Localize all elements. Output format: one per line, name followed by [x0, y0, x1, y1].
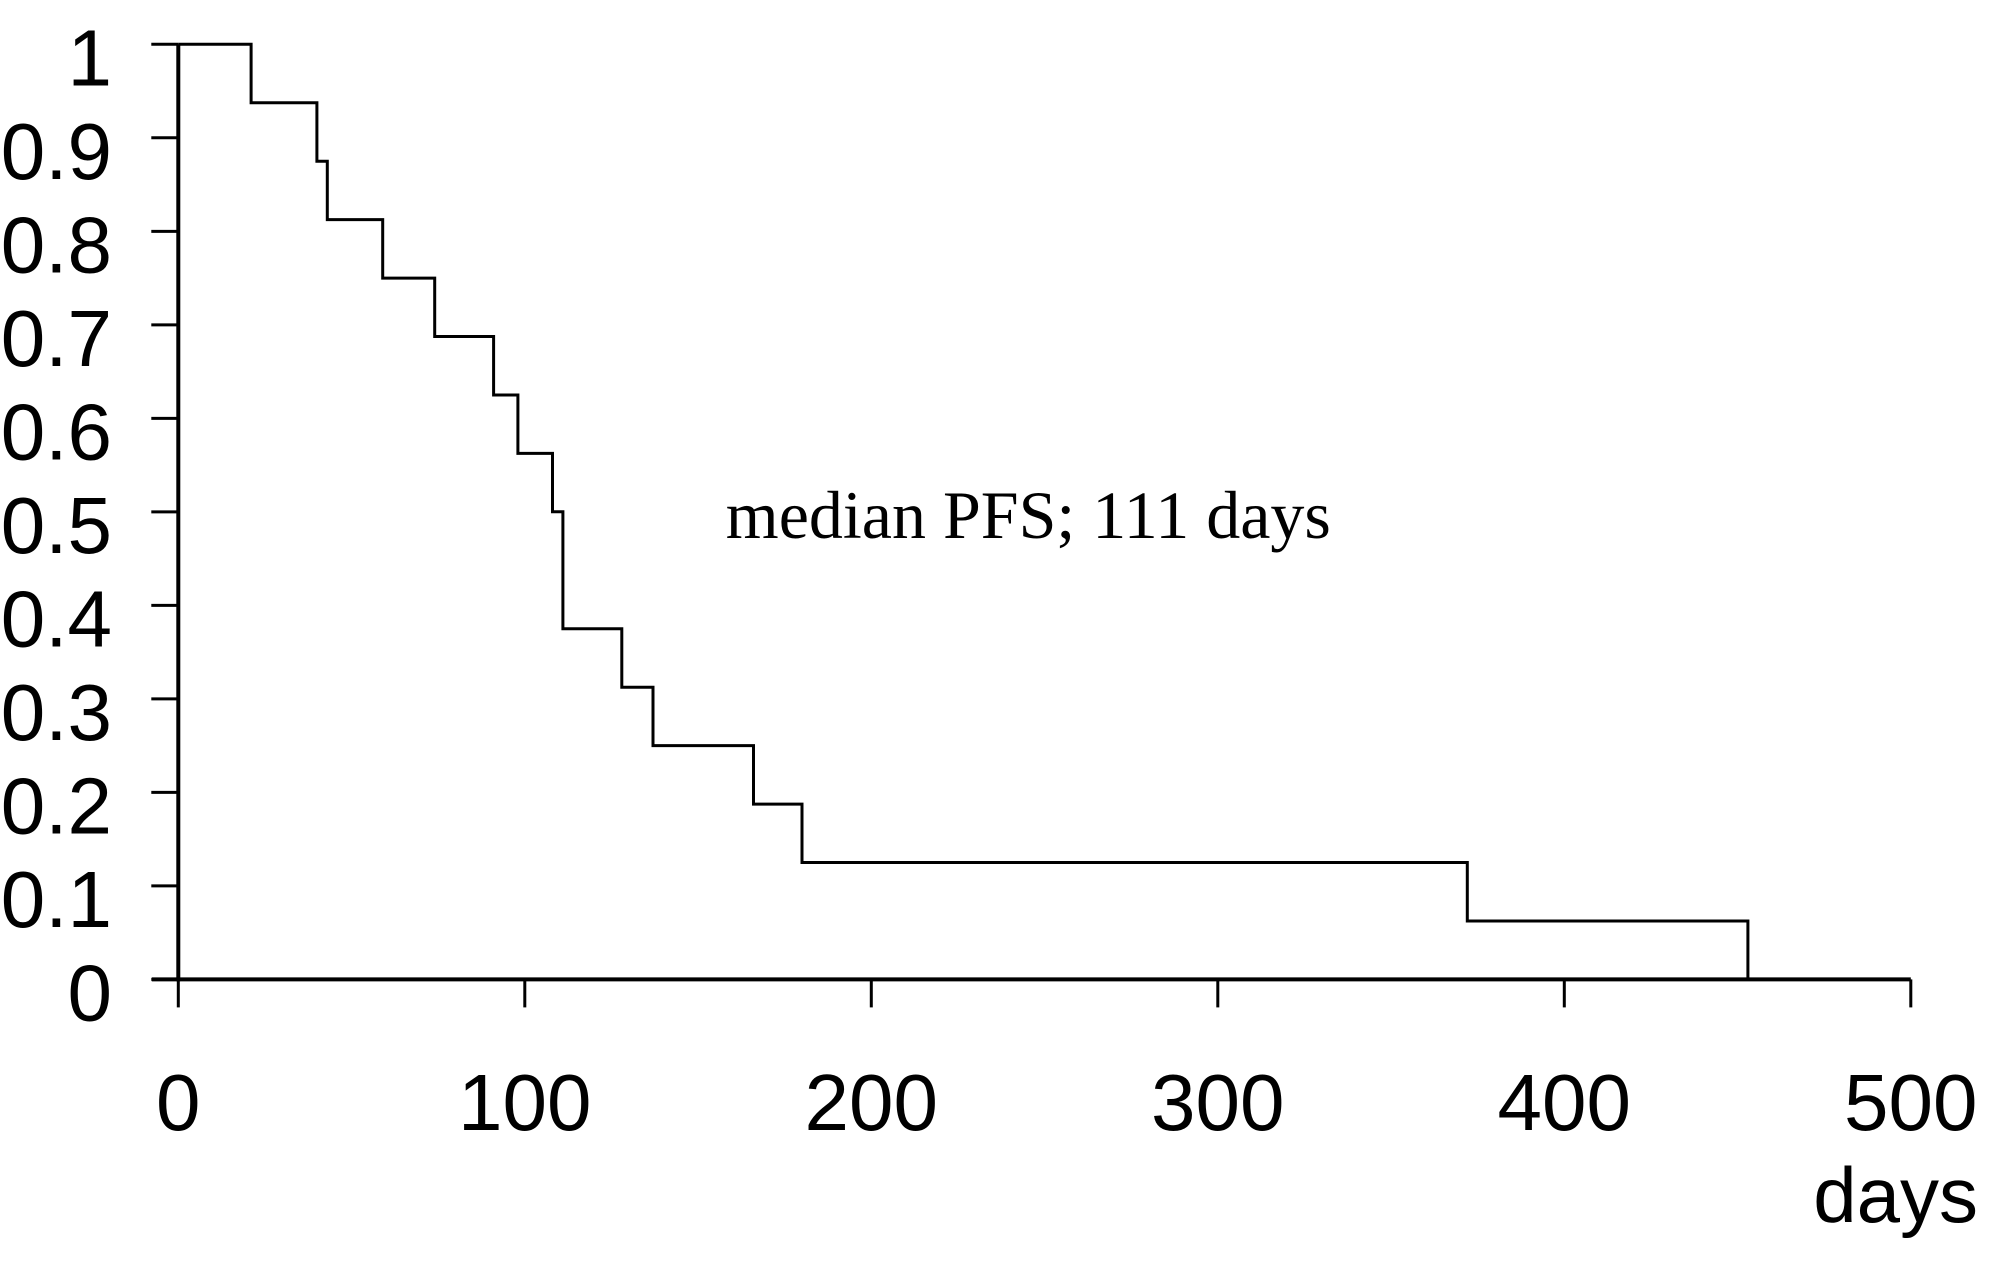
y-tick-label: 0.2	[1, 761, 112, 850]
x-tick-label: 100	[458, 1058, 591, 1147]
y-tick-label: 1	[68, 13, 113, 102]
x-tick-label: 200	[805, 1058, 938, 1147]
y-tick-label: 0.9	[1, 107, 112, 196]
x-axis-ticks	[176, 979, 1913, 1008]
y-axis-tick-labels: 10.90.80.70.60.50.40.30.20.10	[1, 13, 112, 1037]
y-axis-ticks	[151, 42, 179, 981]
y-tick-label: 0	[68, 948, 113, 1037]
median-pfs-annotation: median PFS; 111 days	[726, 477, 1331, 553]
y-tick-label: 0.6	[1, 387, 112, 476]
y-tick-label: 0.5	[1, 481, 112, 570]
y-tick-label: 0.3	[1, 668, 112, 757]
x-tick-label: 300	[1151, 1058, 1284, 1147]
x-tick-label: 500	[1844, 1058, 1977, 1147]
y-tick-label: 0.7	[1, 294, 112, 383]
x-axis-unit-label: days	[1813, 1151, 1978, 1239]
x-tick-label: 0	[156, 1058, 201, 1147]
y-tick-label: 0.8	[1, 200, 112, 289]
y-tick-label: 0.1	[1, 855, 112, 944]
y-tick-label: 0.4	[1, 574, 112, 663]
survival-step-curve	[178, 42, 1750, 980]
x-tick-label: 400	[1498, 1058, 1631, 1147]
x-axis-tick-labels: 0 100 200 300 400 500	[156, 1058, 1977, 1147]
